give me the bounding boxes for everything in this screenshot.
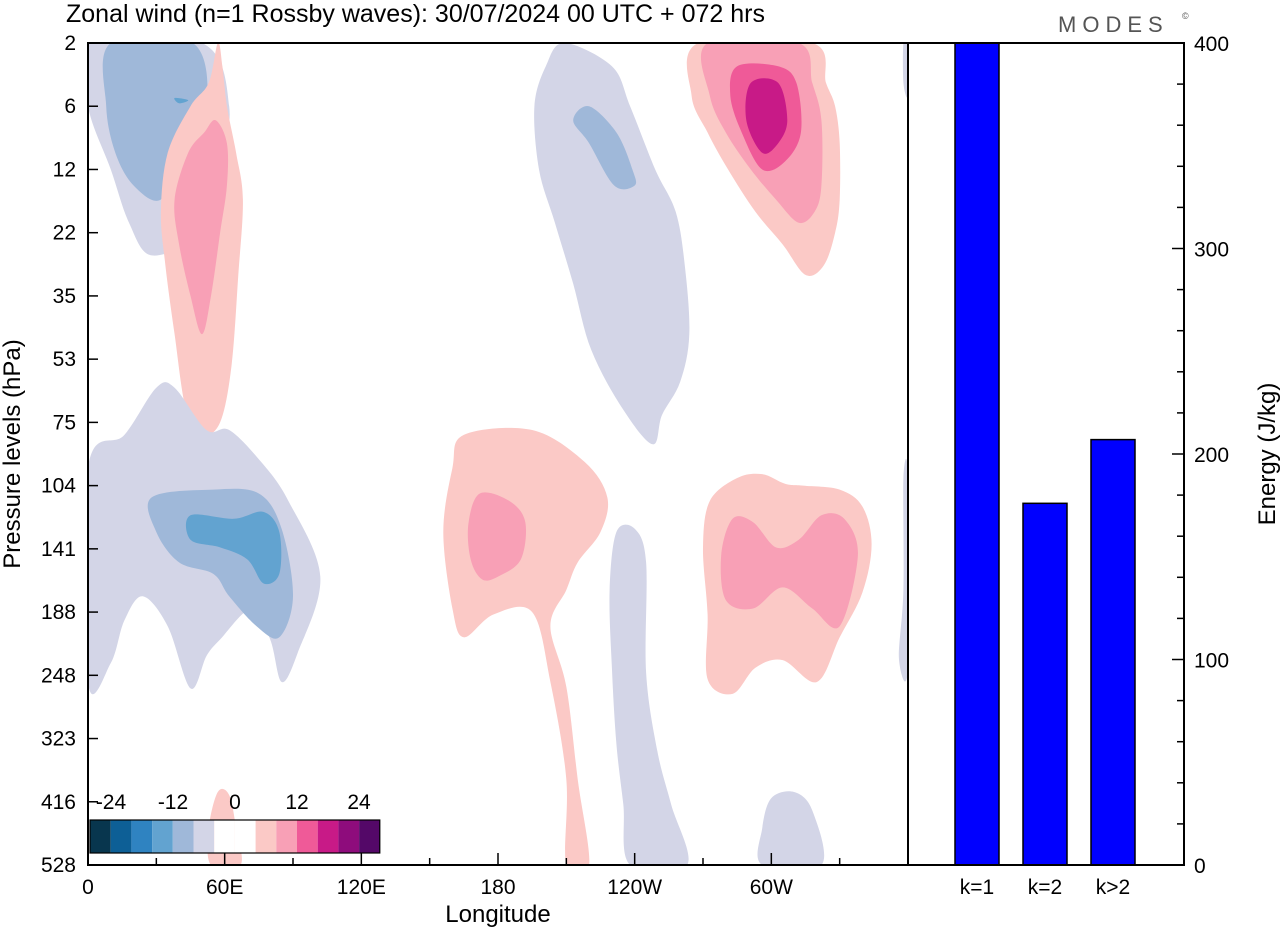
contour-lower-west-negative-core bbox=[185, 511, 282, 585]
colorbar-swatch bbox=[317, 820, 339, 853]
y-tick-label: 2 bbox=[64, 32, 76, 55]
bar-y-tick-label: 100 bbox=[1194, 650, 1229, 673]
y-tick-label: 75 bbox=[53, 411, 76, 434]
contour-upper-west-negative-inner bbox=[102, 43, 208, 201]
y-tick-label: 141 bbox=[41, 538, 76, 561]
y-tick-label: 12 bbox=[53, 158, 76, 181]
y-axis-label: Pressure levels (hPa) bbox=[0, 339, 26, 568]
bar-y-tick-label: 0 bbox=[1194, 855, 1206, 878]
energy-bar-k=2 bbox=[1022, 502, 1068, 866]
y-tick-label: 6 bbox=[64, 95, 76, 118]
contour-east-edge-negative-b bbox=[902, 43, 908, 98]
contour-upper-150w-negative-outer bbox=[534, 43, 690, 445]
colorbar-swatch bbox=[234, 820, 256, 853]
contour-lower-60w-positive-inner bbox=[720, 513, 858, 629]
contour-lower-135w-negative-strip bbox=[609, 524, 689, 865]
y-tick-label: 53 bbox=[53, 348, 76, 371]
colorbar-swatch bbox=[338, 820, 360, 853]
colorbar-label: 12 bbox=[285, 791, 308, 814]
zonal-wind-contour-plot: -24 -12 0 12 24 2 6 12 22 35 53 75 104 141 188 248 323 4… bbox=[0, 32, 909, 928]
x-axis-label: Longitude bbox=[445, 901, 550, 928]
colorbar-swatch bbox=[90, 820, 111, 853]
modes-logo-mark: © bbox=[1182, 11, 1189, 21]
y-tick-label: 22 bbox=[53, 222, 76, 245]
x-tick-label: 60E bbox=[206, 876, 243, 899]
modes-logo-text: MODES bbox=[1058, 12, 1169, 37]
colorbar-swatch bbox=[110, 820, 132, 853]
colorbar-label: -12 bbox=[158, 791, 188, 814]
bar-category-label: k=2 bbox=[1028, 876, 1062, 899]
bar-y-tick-label: 200 bbox=[1194, 444, 1229, 467]
bar-y-axis-label: Energy (J/kg) bbox=[1254, 383, 1280, 526]
energy-bar-k>2 bbox=[1090, 438, 1136, 866]
colorbar-swatch bbox=[276, 820, 297, 853]
y-tick-label: 528 bbox=[41, 854, 76, 877]
colorbar-label: 0 bbox=[229, 791, 241, 814]
y-tick-label: 35 bbox=[53, 285, 76, 308]
contour-east-edge-negative-a bbox=[898, 459, 908, 682]
energy-bar-chart: k=1 k=2 k>2 0 100 200 300 400 Energy (J/kg) bbox=[907, 33, 1280, 899]
contour-lower-180-positive-inner bbox=[467, 492, 527, 581]
modes-logo: MODES © bbox=[1058, 11, 1189, 37]
colorbar-label: 24 bbox=[347, 791, 371, 814]
bar-y-tick-label: 400 bbox=[1194, 33, 1229, 56]
bar-axes: k=1 k=2 k>2 0 100 200 300 400 bbox=[960, 33, 1229, 899]
colorbar-swatch bbox=[172, 820, 194, 853]
contour-lower-45w-negative-tongue bbox=[757, 791, 825, 865]
y-tick-label: 323 bbox=[41, 728, 76, 751]
colorbar-swatch bbox=[214, 820, 235, 853]
y-tick-label: 104 bbox=[41, 475, 76, 498]
colorbar-label: -24 bbox=[96, 791, 127, 814]
colorbar-swatch bbox=[359, 820, 380, 853]
y-tick-label: 248 bbox=[41, 664, 76, 687]
x-tick-label: 180 bbox=[480, 876, 515, 899]
chart-title: Zonal wind (n=1 Rossby waves): 30/07/202… bbox=[66, 0, 765, 28]
y-tick-label: 416 bbox=[41, 791, 76, 814]
bar-category-label: k=1 bbox=[960, 876, 994, 899]
contour-upper-120e-positive-inner bbox=[174, 120, 229, 335]
y-tick-label: 188 bbox=[41, 601, 76, 624]
colorbar-swatch bbox=[255, 820, 277, 853]
x-tick-label: 0 bbox=[82, 876, 94, 899]
bar-y-tick-label: 300 bbox=[1194, 239, 1229, 262]
energy-bar-k=1 bbox=[954, 42, 1000, 866]
x-tick-label: 120W bbox=[607, 876, 662, 899]
x-tick-label: 120E bbox=[337, 876, 386, 899]
colorbar: -24 -12 0 12 24 bbox=[89, 791, 381, 854]
contour-fill-layer bbox=[88, 43, 908, 865]
contour-upper-150w-negative-inner bbox=[573, 105, 637, 190]
contour-upper-60w-positive-core bbox=[745, 78, 788, 154]
x-tick-label: 60W bbox=[750, 876, 793, 899]
colorbar-swatch bbox=[131, 820, 153, 853]
bar-category-label: k>2 bbox=[1096, 876, 1130, 899]
energy-bars bbox=[954, 42, 1136, 866]
colorbar-frame bbox=[89, 819, 381, 854]
contour-upper-west-negative-core bbox=[174, 97, 189, 104]
colorbar-swatch bbox=[297, 820, 318, 853]
colorbar-swatch bbox=[152, 820, 173, 853]
contour-lower-180-positive-outer bbox=[443, 427, 609, 865]
colorbar-swatch bbox=[193, 820, 215, 853]
